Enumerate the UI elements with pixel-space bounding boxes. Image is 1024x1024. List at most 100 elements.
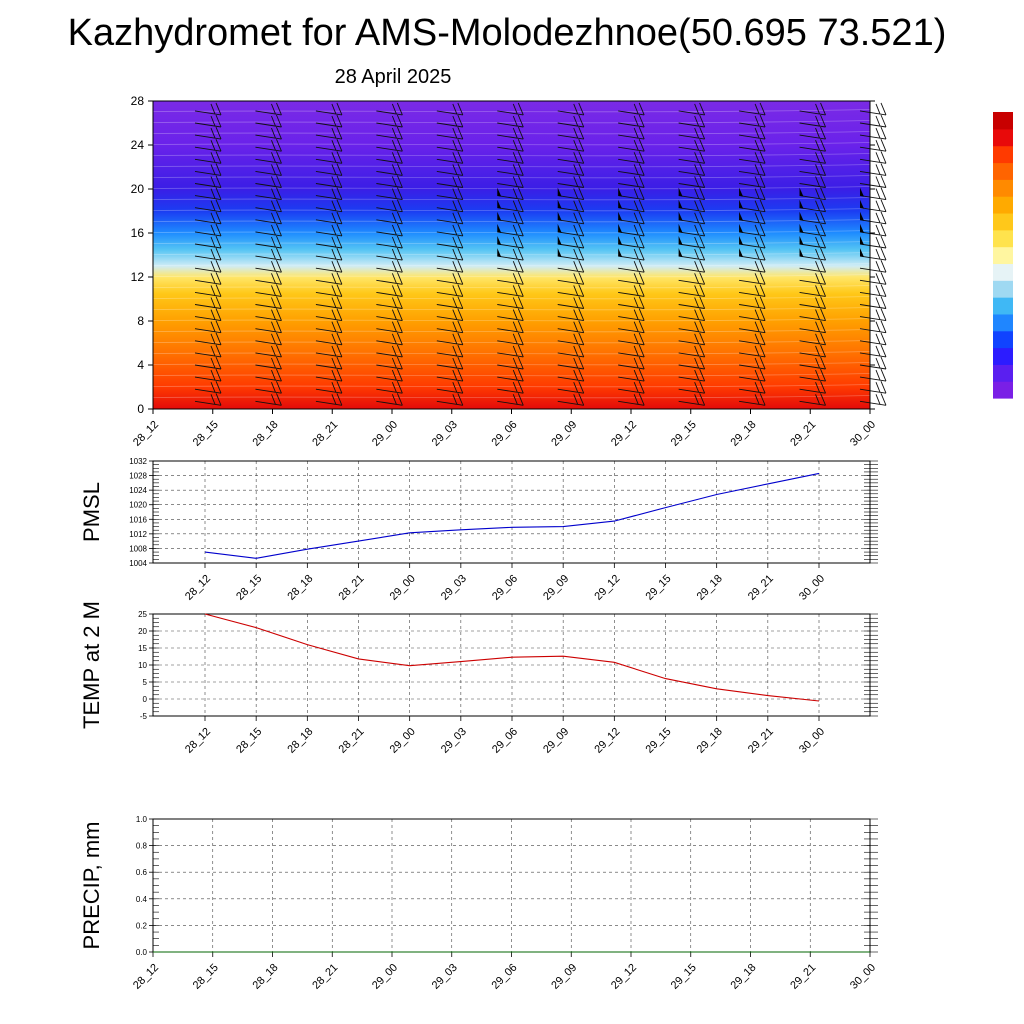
wind-barb-shaft <box>315 207 342 213</box>
wind-barb-shaft <box>678 134 705 140</box>
wind-barb-shaft <box>376 352 403 358</box>
wind-barb-feather <box>512 212 518 223</box>
wind-barb-feather <box>276 235 282 249</box>
y-tick-label: 0.0 <box>136 948 148 957</box>
wind-barb <box>315 284 343 297</box>
wind-barb <box>194 163 222 176</box>
wind-barb-feather <box>699 393 706 406</box>
wind-barb-shaft <box>436 110 463 116</box>
wind-barb <box>436 199 464 213</box>
wind-barb-feather <box>517 381 524 394</box>
series-line <box>204 613 820 702</box>
wind-barb-feather <box>512 261 518 272</box>
wind-barb-shaft <box>194 400 222 406</box>
wind-barb-pennant <box>497 236 502 245</box>
wind-barb-shaft <box>376 279 403 285</box>
wind-barb-feather <box>815 152 820 163</box>
wind-barb-feather <box>573 345 579 357</box>
wind-barb-feather <box>638 272 645 285</box>
y-tick-label: 15 <box>138 644 147 653</box>
wind-barb-feather <box>815 127 820 139</box>
wind-barb-feather <box>512 236 518 248</box>
wind-barb-feather <box>457 356 464 370</box>
wind-barb-feather <box>759 393 766 406</box>
wind-barb <box>315 272 343 285</box>
x-tick-label: 29_09 <box>541 573 571 603</box>
wind-barb-feather <box>336 320 343 333</box>
wind-barb-shaft <box>678 110 705 116</box>
wind-barb-feather <box>215 381 222 394</box>
wind-barb-shaft <box>194 134 222 140</box>
wind-barb-feather <box>754 200 760 211</box>
wind-barb <box>739 247 766 261</box>
x-tick-label: 29_00 <box>388 726 418 756</box>
wind-barb-feather <box>875 345 881 357</box>
wind-barb-shaft <box>194 340 222 346</box>
wind-barb-shaft <box>194 304 222 309</box>
wind-barb-feather <box>512 152 518 163</box>
wind-barb-feather <box>276 308 282 321</box>
wind-barb <box>376 211 403 225</box>
wind-barb <box>255 163 282 176</box>
colorbar-swatch <box>993 145 1013 164</box>
wind-barb <box>255 393 282 406</box>
wind-barb-shaft <box>194 146 222 152</box>
wind-barb-feather <box>215 272 222 285</box>
wind-barb <box>194 381 222 394</box>
wind-barb-shaft <box>799 255 826 261</box>
wind-barb-feather <box>452 273 458 284</box>
wind-barb <box>678 235 706 249</box>
x-tick-label: 30_00 <box>848 962 878 992</box>
wind-barb-pennant <box>497 199 502 209</box>
contour-line <box>152 186 871 190</box>
wind-barb-shaft <box>255 364 282 370</box>
wind-barb-feather <box>699 126 706 140</box>
wind-barb-feather <box>754 103 760 115</box>
wind-barb-feather <box>754 152 760 163</box>
wind-barb-feather <box>578 211 585 224</box>
wind-barb-shaft <box>557 183 584 188</box>
wind-barb-shaft <box>557 122 584 128</box>
wind-barb-shaft <box>618 291 645 297</box>
heatmap-field <box>153 101 870 409</box>
wind-barb-feather <box>815 103 820 115</box>
wind-barb-feather <box>512 285 518 296</box>
wind-barb-shaft <box>376 267 403 273</box>
wind-barb-feather <box>452 285 458 296</box>
wind-barb-feather <box>391 321 397 332</box>
wind-barb-shaft <box>739 291 766 297</box>
x-tick-label: 29_06 <box>490 962 520 992</box>
wind-barb-feather <box>210 285 216 296</box>
wind-barb-feather <box>452 176 458 187</box>
wind-barb-pennant <box>678 187 683 197</box>
wind-barb-feather <box>512 321 518 332</box>
wind-barb <box>497 368 524 382</box>
wind-barb-shaft <box>255 291 282 297</box>
wind-barb-feather <box>452 200 458 211</box>
wind-barb-feather <box>457 247 464 261</box>
colorbar-swatch <box>993 313 1013 332</box>
wind-barb-shaft <box>315 400 342 406</box>
wind-barb-feather <box>699 187 706 200</box>
y-tick-label: 24 <box>131 138 145 152</box>
wind-barb <box>557 332 585 346</box>
wind-barb <box>255 332 282 346</box>
y-tick-label: 5 <box>143 678 148 687</box>
wind-barb-shaft <box>557 134 584 140</box>
wind-barb-shaft <box>194 110 222 116</box>
wind-barb-shaft <box>557 376 584 382</box>
wind-barb <box>194 320 222 334</box>
wind-barb-feather <box>271 357 276 369</box>
wind-barb <box>194 344 222 358</box>
colorbar-swatch <box>993 263 1013 281</box>
wind-barb <box>618 102 645 116</box>
wind-barb <box>436 211 464 225</box>
wind-barb <box>376 296 403 309</box>
wind-barb-shaft <box>859 158 887 164</box>
wind-barb-shaft <box>194 195 222 201</box>
x-tick-label: 29_18 <box>695 573 725 603</box>
wind-barb-feather <box>880 235 887 249</box>
wind-barb-feather <box>396 151 403 164</box>
wind-barb-feather <box>754 273 760 284</box>
wind-barb-feather <box>633 127 639 139</box>
